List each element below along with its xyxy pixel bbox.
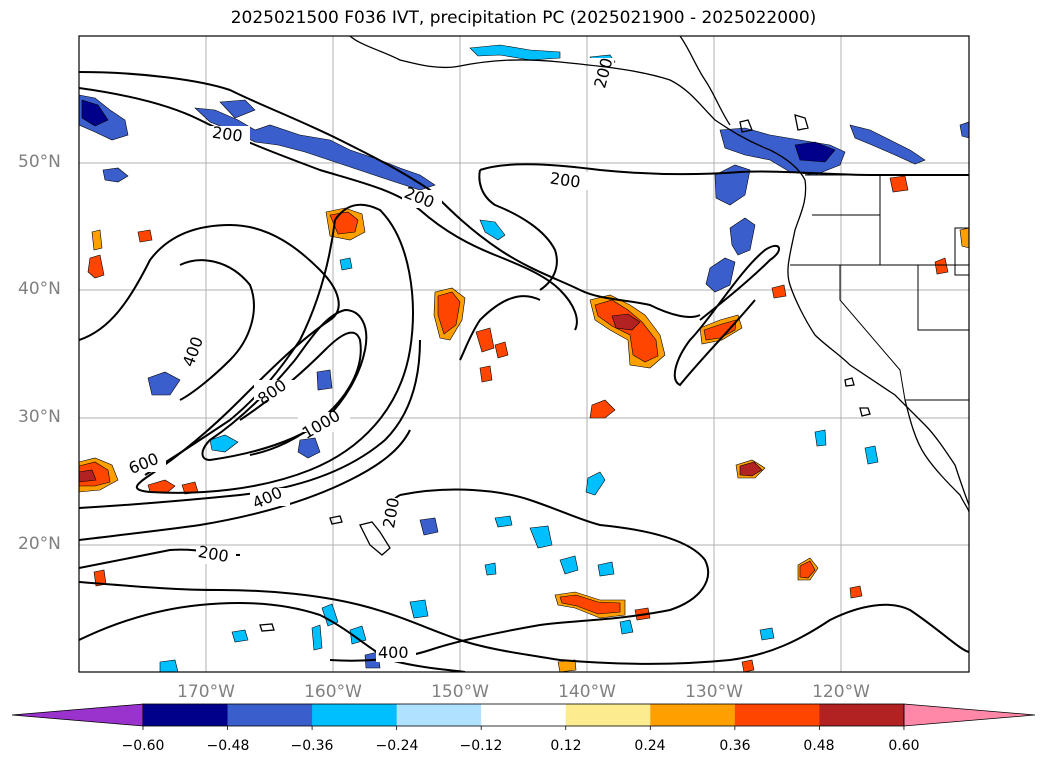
colorbar-tick-label: −0.48 — [206, 738, 250, 754]
colorbar-extend-min — [11, 703, 144, 727]
lon-label: 120°W — [812, 682, 870, 702]
colorbar-segment — [819, 704, 905, 726]
lat-label: 20°N — [18, 534, 61, 554]
map-title: 2025021500 F036 IVT, precipitation PC (2… — [230, 8, 817, 28]
negative-precip-patches — [79, 44, 969, 672]
colorbar-segment — [143, 704, 229, 726]
lon-label: 160°W — [304, 682, 362, 702]
colorbar-tick-label: 0.48 — [803, 738, 835, 754]
map-panel: 200 200 200 200 200 200 200 400 400 400 … — [78, 35, 970, 673]
positive-precip-patches — [79, 175, 969, 672]
colorbar-frame — [142, 703, 905, 727]
lat-label: 30°N — [18, 407, 61, 427]
colorbar-tick-label: 0.24 — [634, 738, 666, 754]
map-frame — [78, 35, 970, 673]
contour-label: 400 — [378, 643, 409, 662]
colorbar-tick-label: 0.12 — [550, 738, 582, 754]
colorbar-tick-label: −0.36 — [290, 738, 334, 754]
lat-label: 40°N — [18, 279, 61, 299]
colorbar-segment — [734, 704, 820, 726]
contour-label: 200 — [549, 169, 582, 192]
colorbar-tick-label: −0.24 — [375, 738, 419, 754]
colorbar-extend-max — [903, 703, 1036, 727]
colorbar-segment — [650, 704, 736, 726]
lon-label: 130°W — [685, 682, 743, 702]
colorbar-segment — [312, 704, 398, 726]
colorbar-segment — [227, 704, 313, 726]
lon-label: 170°W — [177, 682, 235, 702]
colorbar-tick-label: 0.36 — [719, 738, 751, 754]
colorbar-segment — [396, 704, 482, 726]
lat-label: 50°N — [18, 152, 61, 172]
colorbar-segment — [481, 704, 567, 726]
lon-label: 150°W — [431, 682, 489, 702]
political-borders — [790, 174, 969, 401]
contour-label-group: 200 200 200 200 200 200 200 400 400 400 … — [126, 56, 616, 662]
coastlines — [259, 36, 969, 632]
colorbar-tick-label: −0.12 — [459, 738, 503, 754]
colorbar-segment — [565, 704, 651, 726]
colorbar — [11, 703, 1036, 730]
lon-label: 140°W — [558, 682, 616, 702]
contour-label: 200 — [211, 123, 244, 146]
colorbar-tick-label: −0.60 — [121, 738, 165, 754]
colorbar-tick-label: 0.60 — [888, 738, 920, 754]
